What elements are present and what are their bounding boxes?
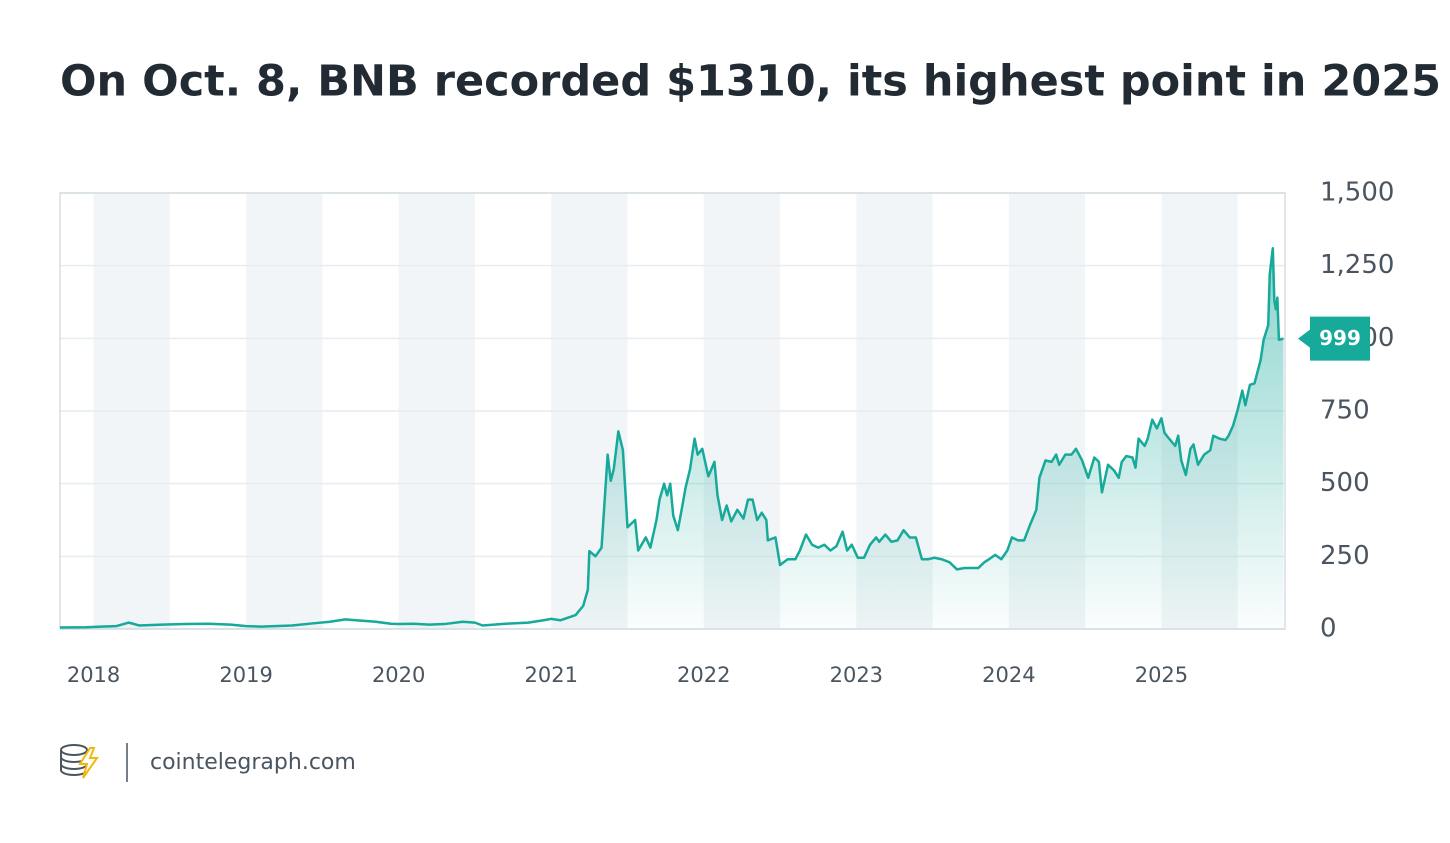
last-value-badge	[1298, 316, 1370, 361]
x-tick-label: 2018	[67, 663, 120, 687]
y-tick-label: 250	[1320, 541, 1370, 571]
x-tick-label: 2025	[1135, 663, 1188, 687]
logo	[60, 744, 99, 779]
y-tick-label: 750	[1320, 396, 1370, 426]
area	[60, 248, 1284, 630]
footer-site: cointelegraph.com	[150, 750, 356, 775]
y-tick-label: 1,500	[1320, 178, 1394, 208]
x-tick-label: 2023	[830, 663, 883, 687]
last-value-label: 999	[1319, 326, 1361, 350]
y-tick-label: 500	[1320, 468, 1370, 498]
y-tick-label: 0	[1320, 614, 1337, 644]
x-tick-label: 2020	[372, 663, 425, 687]
y-tick-label: 1,250	[1320, 250, 1394, 280]
x-tick-label: 2019	[219, 663, 272, 687]
x-tick-label: 2024	[982, 663, 1035, 687]
chart-title: On Oct. 8, BNB recorded $1310, its highe…	[60, 57, 1441, 107]
x-tick-label: 2022	[677, 663, 730, 687]
x-tick-label: 2021	[524, 663, 577, 687]
line	[59, 246, 1284, 629]
